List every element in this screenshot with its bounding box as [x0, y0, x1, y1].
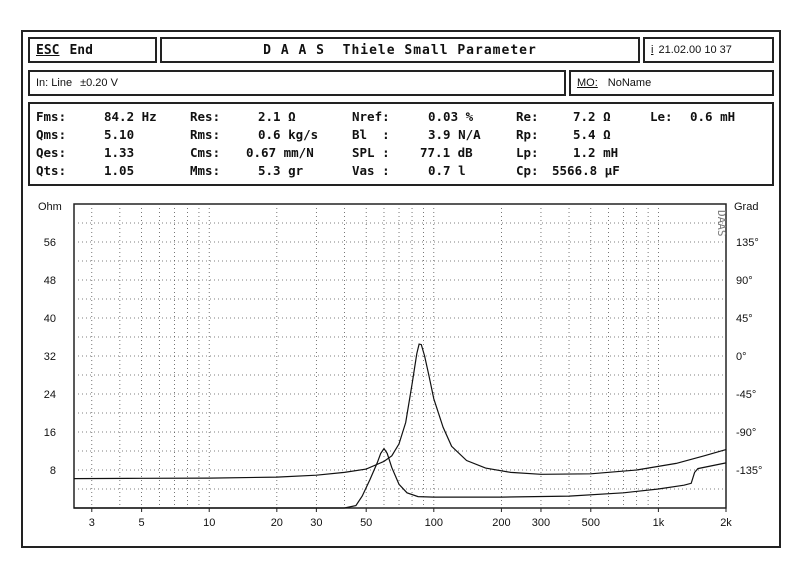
y-left-tick-label: 56 [44, 237, 56, 249]
x-tick-label: 30 [310, 517, 322, 529]
param-value: 1.33 [104, 145, 135, 160]
param-value: 5.3 gr [258, 163, 304, 178]
param-label: Cp: [516, 163, 539, 178]
x-tick-label: 200 [492, 517, 510, 529]
y-right-unit-label: Grad [734, 201, 758, 213]
escape-end-button[interactable]: ESC End [28, 37, 157, 63]
y-left-tick-label: 16 [44, 427, 56, 439]
y-right-tick-label: 135° [736, 237, 759, 249]
param-label: SPL : [352, 145, 390, 160]
y-left-unit-label: Ohm [38, 201, 62, 213]
x-tick-label: 5 [139, 517, 145, 529]
app-title-bar: D A A S Thiele Small Parameter [160, 37, 640, 63]
x-tick-label: 300 [532, 517, 550, 529]
mo-key-label: MO: [577, 77, 598, 89]
y-left-tick-label: 48 [44, 275, 56, 287]
app-title: D A A S Thiele Small Parameter [263, 42, 537, 58]
impedance-curve [73, 343, 727, 480]
thiele-small-parameter-panel: Fms: 84.2 Hz Qms: 5.10 Qes: 1.33 Qts: 1.… [28, 102, 774, 186]
x-tick-label: 20 [271, 517, 283, 529]
param-value: 7.2 Ω [573, 109, 611, 124]
x-tick-label: 3 [89, 517, 95, 529]
param-label: Lp: [516, 145, 539, 160]
input-status-bar: In: Line ±0.20 V [28, 70, 566, 96]
x-tick-label: 500 [582, 517, 600, 529]
param-label: Re: [516, 109, 539, 124]
param-label: Rms: [190, 127, 221, 142]
param-label: Mms: [190, 163, 221, 178]
param-value: 84.2 Hz [104, 109, 157, 124]
param-label: Fms: [36, 109, 67, 124]
esc-key-label: ESC [36, 42, 60, 58]
y-right-tick-label: -90° [736, 427, 756, 439]
param-value: 0.6 mH [690, 109, 736, 124]
param-label: Le: [650, 109, 673, 124]
phase-curve [74, 447, 727, 509]
y-right-tick-label: -135° [736, 465, 762, 477]
input-source: In: Line [36, 77, 73, 89]
param-value: 0.67 mm/N [246, 145, 314, 160]
y-left-tick-label: 8 [50, 465, 56, 477]
y-right-tick-label: 90° [736, 275, 753, 287]
end-label: End [69, 42, 93, 58]
param-label: Qms: [36, 127, 67, 142]
param-value: 0.6 kg/s [258, 127, 319, 142]
screen-frame [21, 30, 781, 548]
model-name: NoName [607, 77, 652, 89]
param-label: Qts: [36, 163, 67, 178]
param-label: Cms: [190, 145, 221, 160]
param-label: Res: [190, 109, 221, 124]
param-label: Nref: [352, 109, 390, 124]
param-value: 1.2 mH [573, 145, 619, 160]
param-value: 3.9 N/A [428, 127, 481, 142]
param-value: 5566.8 µF [552, 163, 620, 178]
model-name-field[interactable]: MO: NoName [569, 70, 774, 96]
param-label: Vas : [352, 163, 390, 178]
param-value: 5.4 Ω [573, 127, 611, 142]
plot-area [73, 203, 727, 509]
param-value: 0.7 l [428, 163, 466, 178]
info-key-label: i [651, 44, 654, 56]
param-label: Rp: [516, 127, 539, 142]
param-value: 2.1 Ω [258, 109, 296, 124]
y-left-tick-label: 40 [44, 313, 56, 325]
param-value: 5.10 [104, 127, 135, 142]
y-left-tick-label: 32 [44, 351, 56, 363]
param-value: 77.1 dB [420, 145, 473, 160]
y-left-tick-label: 24 [44, 389, 56, 401]
x-tick-label: 2k [720, 517, 732, 529]
y-right-tick-label: 45° [736, 313, 753, 325]
info-datetime-button[interactable]: i 21.02.00 10 37 [643, 37, 774, 63]
y-right-tick-label: -45° [736, 389, 756, 401]
param-label: Qes: [36, 145, 67, 160]
x-tick-label: 50 [360, 517, 372, 529]
x-tick-label: 100 [425, 517, 443, 529]
input-level: ±0.20 V [80, 77, 118, 89]
daas-watermark: DAAS [715, 210, 728, 237]
param-label: Bl : [352, 127, 390, 142]
x-tick-label: 10 [203, 517, 215, 529]
param-value: 0.03 % [428, 109, 474, 124]
x-tick-label: 1k [653, 517, 665, 529]
datetime-readout: 21.02.00 10 37 [658, 44, 732, 56]
param-value: 1.05 [104, 163, 135, 178]
y-right-tick-label: 0° [736, 351, 747, 363]
